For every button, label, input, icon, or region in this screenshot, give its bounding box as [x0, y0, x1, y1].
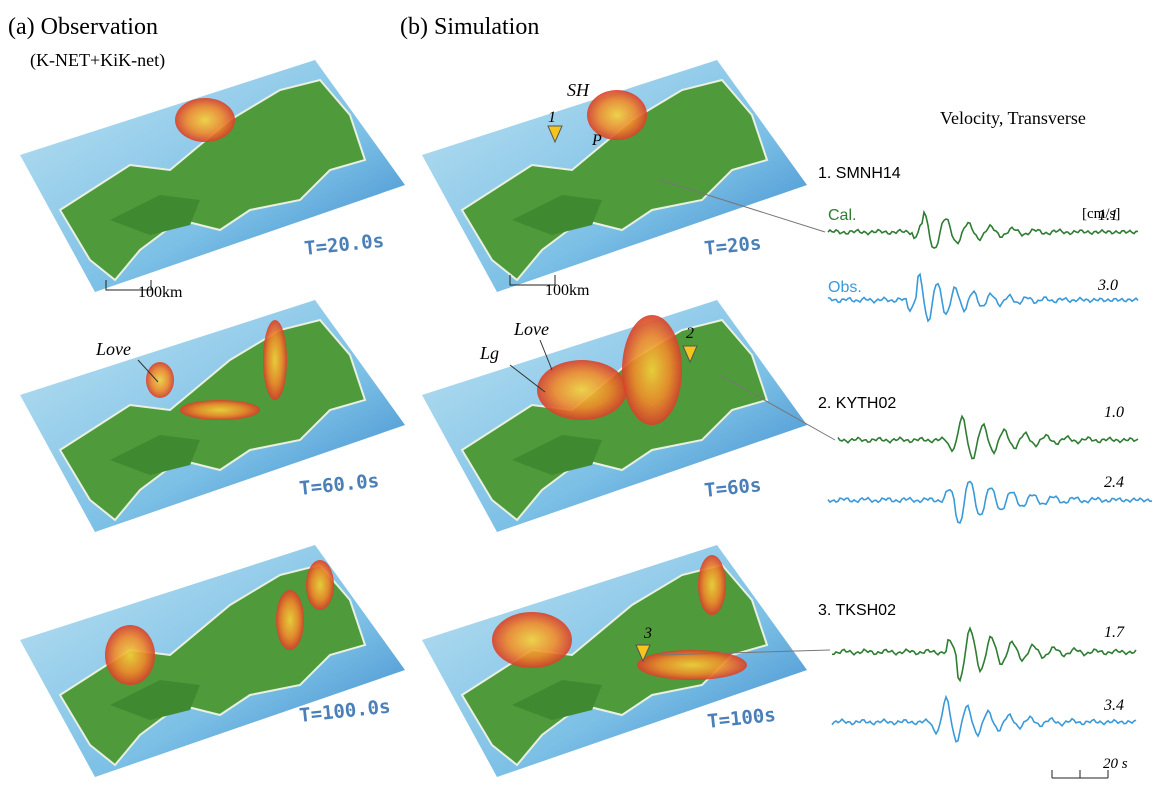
panel-title: Velocity, Transverse: [940, 108, 1086, 128]
scale-label: 20 s: [1103, 756, 1128, 772]
time-label: T=60s: [703, 474, 762, 502]
wavefront: [306, 560, 334, 610]
waveform: [837, 414, 1139, 460]
waveform: [831, 626, 1137, 683]
annotation: Lg: [479, 343, 499, 363]
wavefront: [263, 320, 287, 400]
time-label: T=100s: [706, 704, 777, 733]
panel-subtitle: (K-NET+KiK-net): [30, 50, 165, 71]
annotation-line: [539, 339, 553, 371]
annotation: 2: [686, 325, 694, 342]
station-name: 1. SMNH14: [818, 165, 901, 182]
station-name: 2. KYTH02: [818, 395, 896, 412]
waveform: [827, 480, 1153, 524]
annotation: SH: [567, 80, 590, 100]
scale-bar: [509, 275, 556, 286]
wavefront: [637, 650, 747, 680]
peak-label: 3.0: [1097, 277, 1118, 294]
peak-label: 3.4: [1103, 697, 1124, 714]
station-marker: [635, 644, 651, 663]
station-name: 3. TKSH02: [818, 602, 896, 619]
legend-label: Cal.: [828, 207, 856, 224]
station-marker: [682, 345, 698, 364]
waveform: [827, 209, 1139, 249]
waveform: [831, 694, 1137, 743]
connector: [719, 374, 836, 441]
scale-bar: [1051, 770, 1109, 779]
map-land: [460, 318, 769, 522]
scale-label: 100km: [138, 284, 183, 301]
panel-title: (a) Observation: [8, 14, 158, 40]
wavefront: [622, 315, 682, 425]
peak-label: 1.0: [1104, 404, 1124, 421]
annotation: 3: [643, 625, 652, 642]
time-label: T=20s: [703, 232, 762, 260]
wavefront: [537, 360, 627, 420]
waveform: [827, 272, 1139, 323]
wavefront: [587, 90, 647, 140]
map-land: [110, 435, 200, 475]
map-land: [58, 318, 367, 522]
map-land: [512, 195, 602, 235]
wavefront: [105, 625, 155, 685]
panel-title: (b) Simulation: [400, 14, 539, 40]
wavefront: [180, 400, 260, 420]
annotation: P: [591, 132, 602, 149]
peak-label: 1.1: [1098, 207, 1118, 224]
legend-label: Obs.: [828, 279, 862, 296]
connector: [659, 649, 831, 656]
annotation-line: [509, 364, 546, 393]
wavefront: [175, 98, 235, 142]
scale-bar: [105, 280, 152, 291]
station-marker: [547, 125, 563, 144]
map-land: [110, 680, 200, 720]
unit-label: [cm/s]: [1082, 206, 1120, 222]
map-land: [110, 195, 200, 235]
annotation-line: [137, 359, 159, 383]
peak-label: 1.7: [1104, 624, 1125, 641]
annotation: Love: [95, 339, 131, 359]
map-land: [512, 680, 602, 720]
wavefront: [146, 362, 174, 398]
time-label: T=20.0s: [303, 230, 385, 260]
wavefront: [492, 612, 572, 668]
peak-label: 2.4: [1104, 474, 1124, 491]
annotation: Love: [513, 319, 549, 339]
map-land: [512, 435, 602, 475]
annotation: 1: [548, 109, 556, 126]
time-label: T=60.0s: [298, 470, 380, 500]
wavefront: [698, 555, 726, 615]
connector: [659, 179, 826, 233]
scale-label: 100km: [545, 282, 590, 299]
wavefront: [276, 590, 304, 650]
